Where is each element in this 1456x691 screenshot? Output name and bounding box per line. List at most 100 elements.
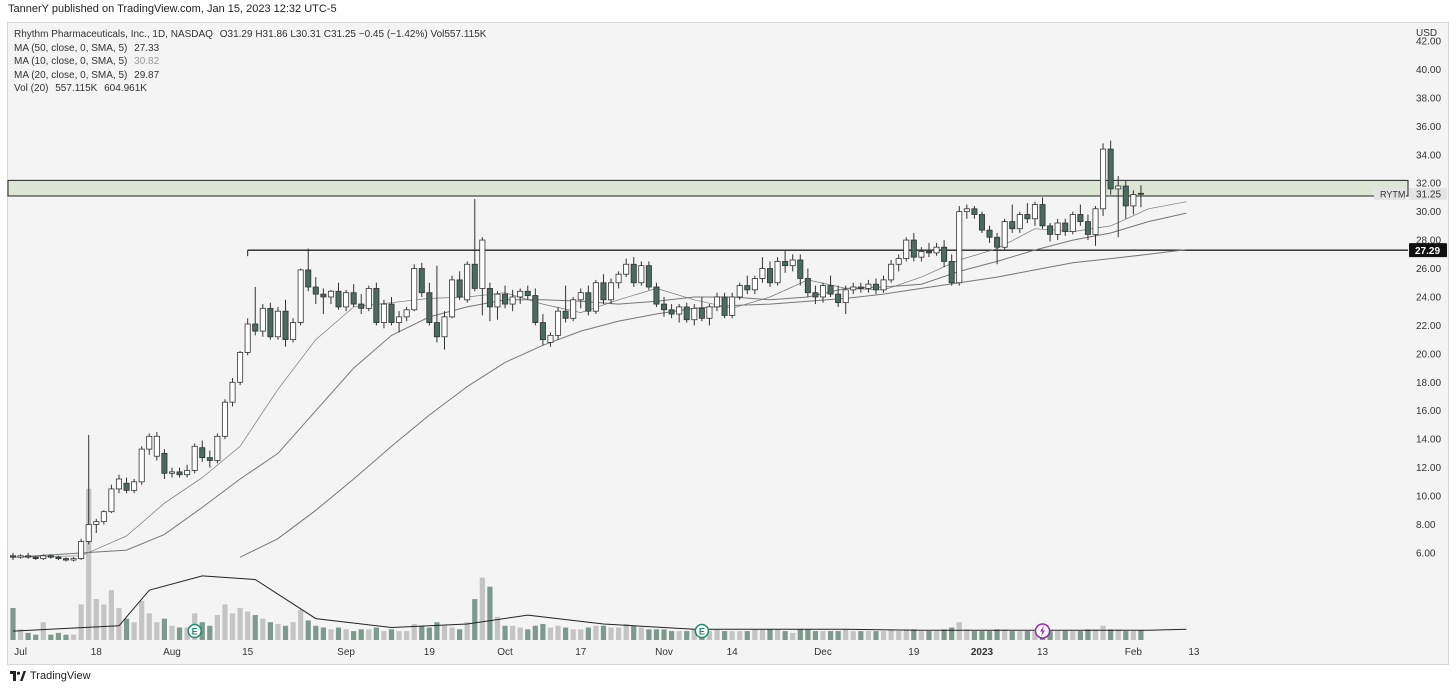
candle-body bbox=[25, 555, 32, 558]
volume-bar bbox=[1055, 631, 1061, 640]
candle-body bbox=[131, 481, 138, 491]
volume-bar bbox=[388, 629, 395, 640]
volume-bar bbox=[585, 627, 591, 640]
ma10-row[interactable]: MA (10, close, 0, SMA, 5) 30.82 bbox=[14, 55, 486, 69]
candle-body bbox=[978, 214, 985, 231]
candle-body bbox=[532, 295, 539, 323]
tradingview-brand[interactable]: TradingView bbox=[10, 670, 91, 682]
volume-bar bbox=[525, 629, 531, 640]
candle-body bbox=[653, 286, 660, 305]
candle-body bbox=[62, 558, 69, 561]
candle-body bbox=[661, 303, 668, 311]
volume-bar bbox=[616, 627, 622, 640]
volume-bar bbox=[154, 622, 160, 640]
volume-bar bbox=[40, 622, 46, 640]
candle-body bbox=[426, 292, 433, 323]
volume-bar bbox=[540, 623, 546, 640]
volume-bar bbox=[78, 604, 84, 640]
candle-body bbox=[676, 306, 683, 315]
candle-body bbox=[827, 285, 834, 295]
x-tick-label: 13 bbox=[1188, 647, 1200, 658]
candle-body bbox=[774, 261, 781, 284]
volume-bar bbox=[971, 631, 977, 640]
candle-body bbox=[797, 259, 804, 279]
volume-bar bbox=[502, 625, 508, 640]
candle-body bbox=[956, 211, 963, 284]
volume-bar bbox=[896, 631, 902, 640]
candle-body bbox=[842, 289, 849, 304]
candle-body bbox=[282, 310, 289, 341]
volume-bar bbox=[472, 599, 478, 640]
volume-bar bbox=[305, 620, 311, 640]
volume-bar bbox=[835, 631, 841, 640]
candle-body bbox=[335, 290, 342, 308]
candle-body bbox=[1054, 222, 1061, 235]
candle-body bbox=[93, 521, 100, 525]
ma-10-line bbox=[12, 201, 1187, 558]
candle-body bbox=[471, 263, 478, 289]
volume-bar bbox=[252, 615, 258, 640]
volume-row[interactable]: Vol (20) 557.115K 604.961K bbox=[14, 82, 486, 96]
volume-bar bbox=[1077, 631, 1083, 640]
lightning-icon bbox=[1040, 625, 1046, 637]
candle-body bbox=[199, 447, 206, 459]
y-tick-label: 12.00 bbox=[1416, 463, 1441, 474]
y-tick-label: 18.00 bbox=[1416, 378, 1441, 389]
volume-bar bbox=[351, 631, 357, 640]
candle-body bbox=[804, 278, 811, 294]
volume-bar bbox=[214, 615, 220, 640]
candle-body bbox=[403, 309, 410, 318]
candle-body bbox=[433, 322, 440, 338]
candle-body bbox=[17, 555, 24, 558]
candle-body bbox=[767, 268, 774, 284]
candle-body bbox=[577, 292, 584, 301]
candle-body bbox=[562, 310, 569, 319]
volume-bar bbox=[404, 631, 410, 640]
candle-body bbox=[9, 555, 16, 558]
candle-body bbox=[872, 283, 879, 291]
volume-bar bbox=[827, 631, 834, 640]
volume-bar bbox=[441, 625, 448, 640]
symbol-title: Rhythm Pharmaceuticals, Inc., 1D, NASDAQ bbox=[14, 29, 213, 40]
volume-bar bbox=[820, 631, 826, 640]
volume-bar bbox=[1017, 631, 1023, 640]
earnings-marker bbox=[187, 623, 202, 639]
candle-body bbox=[85, 524, 92, 542]
volume-bar bbox=[903, 629, 909, 640]
volume-bar bbox=[888, 629, 894, 640]
volume-bar bbox=[941, 629, 947, 640]
candle-body bbox=[396, 316, 403, 323]
volume-bar bbox=[1108, 629, 1114, 640]
volume-bar bbox=[593, 625, 599, 640]
volume-bar bbox=[1100, 625, 1106, 640]
y-tick-label: 40.00 bbox=[1416, 65, 1441, 76]
ma50-row[interactable]: MA (50, close, 0, SMA, 5) 27.33 bbox=[14, 42, 486, 56]
y-tick-label: 14.00 bbox=[1416, 435, 1441, 446]
candle-body bbox=[819, 285, 826, 298]
volume-bar bbox=[55, 632, 62, 640]
volume-bar bbox=[1062, 631, 1068, 640]
candle-body bbox=[168, 471, 175, 474]
candle-body bbox=[184, 470, 191, 476]
resistance-zone bbox=[7, 179, 1409, 197]
volume-bar bbox=[1032, 631, 1038, 640]
ma50-label: MA (50, close, 0, SMA, 5) bbox=[14, 42, 128, 54]
candle-body bbox=[608, 282, 615, 301]
volume-bar bbox=[260, 618, 266, 640]
candle-body bbox=[373, 288, 380, 323]
volume-bar bbox=[131, 622, 137, 640]
volume-bar bbox=[139, 600, 145, 640]
volume-bar bbox=[964, 629, 970, 640]
volume-bar bbox=[933, 631, 940, 640]
x-tick-label: Nov bbox=[655, 647, 673, 658]
candle-body bbox=[115, 478, 122, 490]
volume-bar bbox=[245, 611, 251, 640]
candle-body bbox=[721, 296, 728, 316]
volume-bar bbox=[737, 631, 743, 640]
volume-bar bbox=[926, 631, 932, 640]
volume-bar bbox=[184, 627, 190, 640]
candle-body bbox=[229, 381, 236, 403]
volume-bar bbox=[608, 627, 614, 640]
candle-body bbox=[244, 323, 251, 353]
ma20-row[interactable]: MA (20, close, 0, SMA, 5) 29.87 bbox=[14, 69, 486, 83]
